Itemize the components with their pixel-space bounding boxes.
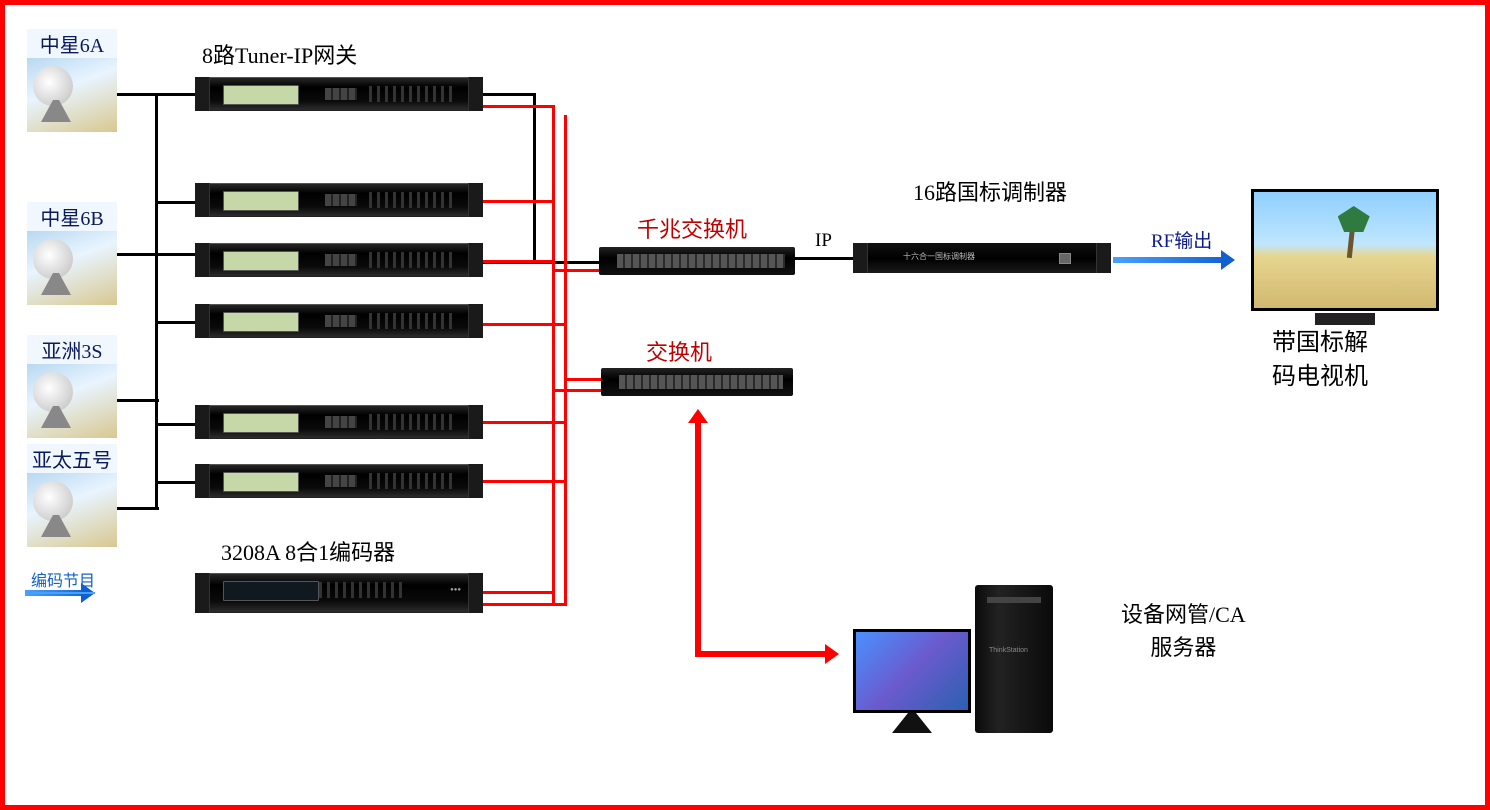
- connection-line-red: [483, 603, 567, 606]
- tv-screen-icon: [1251, 189, 1439, 311]
- connection-line-red: [483, 480, 567, 483]
- satellite-dish-icon: [27, 473, 117, 547]
- satellite-dish-icon: [27, 364, 117, 438]
- gigabit-switch-device: [599, 247, 795, 275]
- connection-line: [155, 481, 195, 484]
- connection-line: [155, 423, 195, 426]
- encoder-device: ●●●: [195, 573, 483, 613]
- modulator-front-text: 十六合一国标调制器: [903, 251, 975, 262]
- monitor-icon: [853, 629, 971, 713]
- tuner-gateway-device: [195, 304, 483, 338]
- satellite-dish-icon: [27, 231, 117, 305]
- connection-line: [483, 93, 535, 96]
- connection-line-red: [564, 115, 567, 605]
- connection-line-red: [483, 323, 567, 326]
- source-label: 亚太五号: [27, 444, 117, 473]
- connection-line: [155, 321, 195, 324]
- connection-line-red: [483, 260, 555, 263]
- source-label: 亚洲3S: [27, 335, 117, 364]
- source-zhongxing6a: 中星6A: [27, 29, 117, 132]
- connection-line: [795, 257, 853, 260]
- rf-output-label: RF输出: [1151, 226, 1212, 253]
- connection-line-red: [483, 200, 555, 203]
- connection-line-red: [483, 591, 555, 594]
- source-asiapacific5: 亚太五号: [27, 444, 117, 547]
- connection-line-red: [552, 269, 602, 272]
- tuner-gateway-device: [195, 464, 483, 498]
- tuner-gateway-device: [195, 405, 483, 439]
- tuner-gateway-label: 8路Tuner-IP网关: [202, 38, 357, 70]
- modulator-device: 十六合一国标调制器: [853, 243, 1111, 273]
- source-label: 中星6A: [27, 29, 117, 58]
- gigabit-switch-label: 千兆交换机: [637, 212, 747, 244]
- connection-line-red: [483, 421, 567, 424]
- connection-line: [533, 93, 536, 263]
- tuner-gateway-device: [195, 183, 483, 217]
- source-zhongxing6b: 中星6B: [27, 202, 117, 305]
- switch-to-mgmt-arrow-up: [695, 413, 701, 653]
- tv-set: [1251, 189, 1439, 325]
- connection-line: [155, 93, 158, 509]
- connection-line: [117, 399, 159, 402]
- source-label: 中星6B: [27, 202, 117, 231]
- pc-tower-icon: [975, 585, 1053, 733]
- satellite-dish-icon: [27, 58, 117, 132]
- rf-output-arrow: [1113, 257, 1231, 263]
- mgmt-caption-line: 设备网管/CA: [1121, 598, 1246, 631]
- connection-line-red: [552, 105, 555, 605]
- tuner-gateway-device: [195, 77, 483, 111]
- switch-device: [601, 368, 793, 396]
- source-asia3s: 亚洲3S: [27, 335, 117, 438]
- connection-line: [155, 201, 195, 204]
- tv-caption-line: 带国标解: [1272, 327, 1368, 361]
- tuner-gateway-device: [195, 243, 483, 277]
- ip-label: IP: [815, 230, 832, 252]
- connection-line-red: [552, 389, 604, 392]
- modulator-port-icon: [1059, 253, 1071, 264]
- tv-caption-line: 码电视机: [1272, 361, 1368, 395]
- modulator-label: 16路国标调制器: [913, 175, 1067, 207]
- mgmt-caption-line: 服务器: [1121, 631, 1246, 664]
- connection-line-red: [483, 105, 555, 108]
- mgmt-caption: 设备网管/CA 服务器: [1121, 598, 1246, 664]
- connection-line-red: [564, 378, 604, 381]
- switch-label: 交换机: [646, 335, 712, 367]
- connection-line: [117, 507, 159, 510]
- switch-to-mgmt-arrow-right: [695, 651, 835, 657]
- encoder-label: 3208A 8合1编码器: [221, 535, 395, 567]
- tv-caption: 带国标解 码电视机: [1272, 327, 1368, 394]
- management-pc: [853, 585, 1053, 733]
- brand-logo-icon: ●●●: [450, 587, 461, 593]
- encoder-input-label: 编码节目: [31, 567, 95, 594]
